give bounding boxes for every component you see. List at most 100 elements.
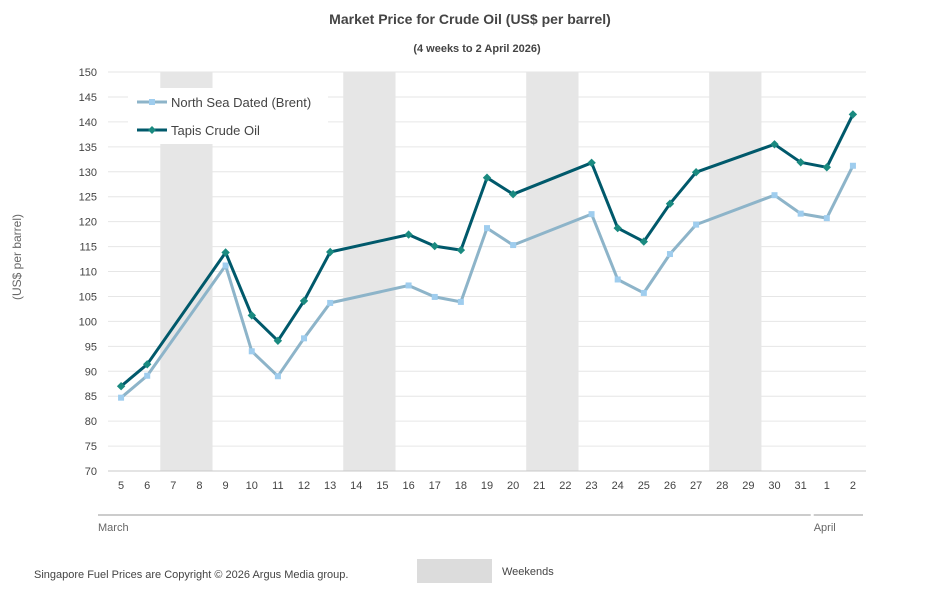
y-tick-80: 80 <box>85 416 97 428</box>
point-tapis-crude-oil-6 <box>143 360 152 369</box>
legend-box <box>128 88 328 144</box>
x-tick-30: 30 <box>768 480 780 492</box>
legend-marker-tapis-crude-oil <box>148 126 156 134</box>
point-tapis-crude-oil-27 <box>691 168 701 177</box>
chart-title: Market Price for Crude Oil (US$ per barr… <box>329 11 611 27</box>
point-north-sea-dated-brent-18 <box>457 298 464 305</box>
point-north-sea-dated-brent-11 <box>274 373 281 380</box>
point-tapis-crude-oil-18 <box>456 245 466 255</box>
x-tick-15: 15 <box>376 480 388 492</box>
point-north-sea-dated-brent-10 <box>248 348 255 355</box>
point-tapis-crude-oil-24 <box>613 223 622 233</box>
x-tick-14: 14 <box>350 480 362 492</box>
point-north-sea-dated-brent-20 <box>510 242 517 249</box>
weekends-legend-label: Weekends <box>502 566 554 578</box>
x-tick-29: 29 <box>742 480 754 492</box>
legend: North Sea Dated (Brent) Tapis Crude Oil <box>128 88 328 144</box>
x-tick-16: 16 <box>402 480 414 492</box>
x-tick-21: 21 <box>533 480 545 492</box>
point-north-sea-dated-brent-24 <box>614 276 621 283</box>
y-axis-ticks: 70 75 80 85 90 95 100 105 110 115 120 125 130 135 140 1… <box>79 67 97 478</box>
point-north-sea-dated-brent-23 <box>588 211 595 218</box>
x-tick-18: 18 <box>455 480 467 492</box>
point-tapis-crude-oil-17 <box>430 241 439 251</box>
y-tick-150: 150 <box>79 67 97 79</box>
y-tick-90: 90 <box>85 366 97 378</box>
x-tick-7: 7 <box>170 480 176 492</box>
point-tapis-crude-oil-10 <box>247 311 256 320</box>
x-tick-22: 22 <box>559 480 571 492</box>
point-north-sea-dated-brent-25 <box>640 289 647 296</box>
point-north-sea-dated-brent-27 <box>693 221 700 228</box>
x-tick-11: 11 <box>272 480 283 492</box>
point-north-sea-dated-brent-26 <box>666 251 673 258</box>
x-tick-26: 26 <box>664 480 676 492</box>
point-tapis-crude-oil-13 <box>326 247 335 257</box>
point-tapis-crude-oil-5 <box>116 382 126 391</box>
x-tick-2: 2 <box>850 480 856 492</box>
point-tapis-crude-oil-30 <box>770 140 779 149</box>
x-tick-31: 31 <box>795 480 807 492</box>
point-tapis-crude-oil-16 <box>404 230 413 239</box>
x-tick-13: 13 <box>324 480 336 492</box>
y-tick-145: 145 <box>79 92 97 104</box>
point-tapis-crude-oil-11 <box>273 336 283 345</box>
y-tick-100: 100 <box>79 316 97 328</box>
point-north-sea-dated-brent-16 <box>405 282 412 289</box>
x-tick-23: 23 <box>585 480 597 492</box>
point-tapis-crude-oil-9 <box>221 248 230 257</box>
x-tick-6: 6 <box>144 480 150 492</box>
point-north-sea-dated-brent-19 <box>484 225 490 232</box>
x-tick-12: 12 <box>298 480 310 492</box>
point-tapis-crude-oil-2 <box>848 110 858 119</box>
point-north-sea-dated-brent-12 <box>301 335 308 342</box>
point-tapis-crude-oil-25 <box>639 237 648 246</box>
point-tapis-crude-oil-20 <box>508 190 518 199</box>
point-north-sea-dated-brent-5 <box>118 394 125 401</box>
month-label-april: April <box>814 522 836 534</box>
y-tick-85: 85 <box>85 391 97 403</box>
y-tick-135: 135 <box>79 142 97 154</box>
chart-subtitle: (4 weeks to 2 April 2026) <box>413 43 541 55</box>
x-tick-17: 17 <box>429 480 441 492</box>
point-tapis-crude-oil-19 <box>482 173 492 182</box>
x-tick-5: 5 <box>118 480 124 492</box>
x-tick-28: 28 <box>716 480 728 492</box>
x-tick-27: 27 <box>690 480 702 492</box>
point-north-sea-dated-brent-30 <box>771 192 778 199</box>
point-tapis-crude-oil-31 <box>796 158 805 167</box>
x-tick-1: 1 <box>824 480 830 492</box>
y-tick-120: 120 <box>79 217 97 229</box>
y-tick-140: 140 <box>79 117 97 129</box>
y-tick-75: 75 <box>85 441 97 453</box>
y-tick-115: 115 <box>79 242 97 254</box>
x-tick-19: 19 <box>481 480 493 492</box>
point-north-sea-dated-brent-9 <box>222 262 229 269</box>
y-tick-130: 130 <box>79 167 97 179</box>
y-tick-105: 105 <box>79 291 97 303</box>
y-tick-125: 125 <box>79 192 97 204</box>
x-axis-ticks: 5 6 7 8 9 10 11 12 13 14 15 16 17 18 19 20 21 22 23 24 25 26 2… <box>118 480 856 492</box>
point-north-sea-dated-brent-31 <box>797 210 804 217</box>
y-tick-70: 70 <box>85 466 97 478</box>
legend-label-tapis-crude-oil: Tapis Crude Oil <box>171 123 260 138</box>
y-tick-110: 110 <box>79 267 97 279</box>
weekends-legend-swatch <box>417 559 492 583</box>
point-tapis-crude-oil-12 <box>299 296 309 306</box>
x-tick-25: 25 <box>638 480 650 492</box>
x-tick-8: 8 <box>196 480 202 492</box>
x-tick-9: 9 <box>223 480 229 492</box>
month-label-march: March <box>98 522 129 534</box>
y-tick-95: 95 <box>85 341 97 353</box>
y-axis-label: (US$ per barrel) <box>10 214 24 300</box>
legend-marker-north-sea-dated-brent <box>149 99 155 105</box>
point-north-sea-dated-brent-13 <box>327 299 334 306</box>
point-north-sea-dated-brent-6 <box>144 372 151 379</box>
point-north-sea-dated-brent-2 <box>849 162 856 169</box>
point-tapis-crude-oil-23 <box>587 158 596 167</box>
point-north-sea-dated-brent-1 <box>823 215 830 222</box>
copyright-note: Singapore Fuel Prices are Copyright © 20… <box>34 569 349 581</box>
x-tick-20: 20 <box>507 480 519 492</box>
point-north-sea-dated-brent-17 <box>431 293 438 300</box>
